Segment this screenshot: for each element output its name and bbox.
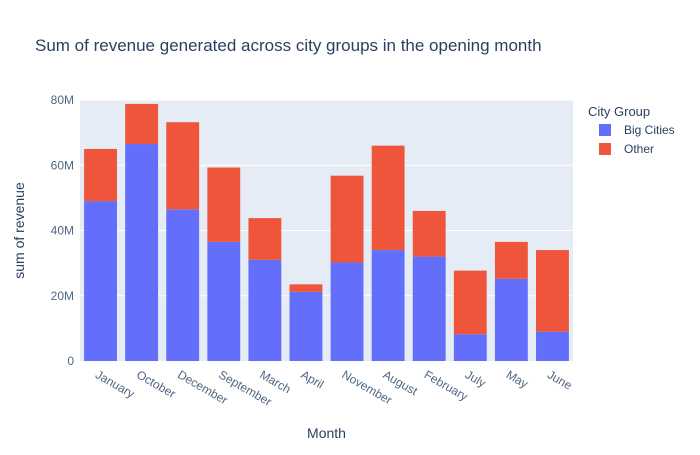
bar-big-cities[interactable] (494, 278, 528, 361)
chart-title: Sum of revenue generated across city gro… (35, 36, 542, 55)
bar-other[interactable] (84, 148, 117, 202)
x-tick-label: July (463, 367, 488, 390)
x-tick-label: January (93, 367, 137, 400)
bar-big-cities[interactable] (412, 256, 446, 361)
legend-items[interactable]: Big Cities Other (599, 123, 675, 156)
bar-big-cities[interactable] (371, 250, 405, 361)
x-tick-label: February (422, 367, 471, 403)
x-axis-title: Month (307, 425, 346, 441)
bar-big-cities[interactable] (207, 241, 241, 361)
grid-lines (80, 99, 573, 297)
x-tick-label: October (134, 367, 178, 400)
bar-other[interactable] (330, 175, 364, 263)
legend-item[interactable]: Big Cities (599, 123, 675, 137)
legend[interactable]: City Group Big Cities Other (588, 104, 675, 156)
x-tick-label: June (545, 367, 575, 392)
y-tick-labels: 0 20M 40M 60M 80M (51, 93, 75, 368)
bar-big-cities[interactable] (330, 262, 364, 361)
bar-big-cities[interactable] (536, 331, 569, 361)
bar-other[interactable] (125, 103, 159, 145)
y-tick-label: 40M (51, 224, 74, 238)
legend-swatch (599, 124, 611, 136)
bar-other[interactable] (412, 210, 446, 257)
bar-other[interactable] (166, 122, 200, 210)
bars (84, 103, 569, 361)
y-tick-label: 60M (51, 158, 74, 172)
x-tick-label: May (504, 367, 531, 390)
bar-big-cities[interactable] (166, 209, 200, 361)
bar-big-cities[interactable] (289, 291, 323, 361)
bar-big-cities[interactable] (84, 201, 117, 361)
y-axis-title: sum of revenue (11, 182, 27, 279)
bar-other[interactable] (453, 270, 487, 335)
bar-other[interactable] (536, 250, 569, 332)
legend-swatch (599, 143, 611, 155)
legend-item[interactable]: Other (599, 142, 654, 156)
bar-big-cities[interactable] (453, 334, 487, 361)
bar-big-cities[interactable] (248, 259, 282, 361)
y-tick-label: 0 (67, 354, 74, 368)
y-tick-label: 20M (51, 289, 74, 303)
x-tick-label: April (298, 367, 326, 391)
legend-label: Other (624, 142, 654, 156)
bar-other[interactable] (494, 241, 528, 279)
legend-label: Big Cities (624, 123, 675, 137)
bar-big-cities[interactable] (125, 144, 159, 361)
bar-other[interactable] (207, 167, 241, 242)
bar-other[interactable] (248, 218, 282, 260)
legend-title: City Group (588, 104, 650, 119)
bar-other[interactable] (289, 284, 323, 292)
bar-other[interactable] (371, 145, 405, 251)
y-tick-label: 80M (51, 93, 74, 107)
